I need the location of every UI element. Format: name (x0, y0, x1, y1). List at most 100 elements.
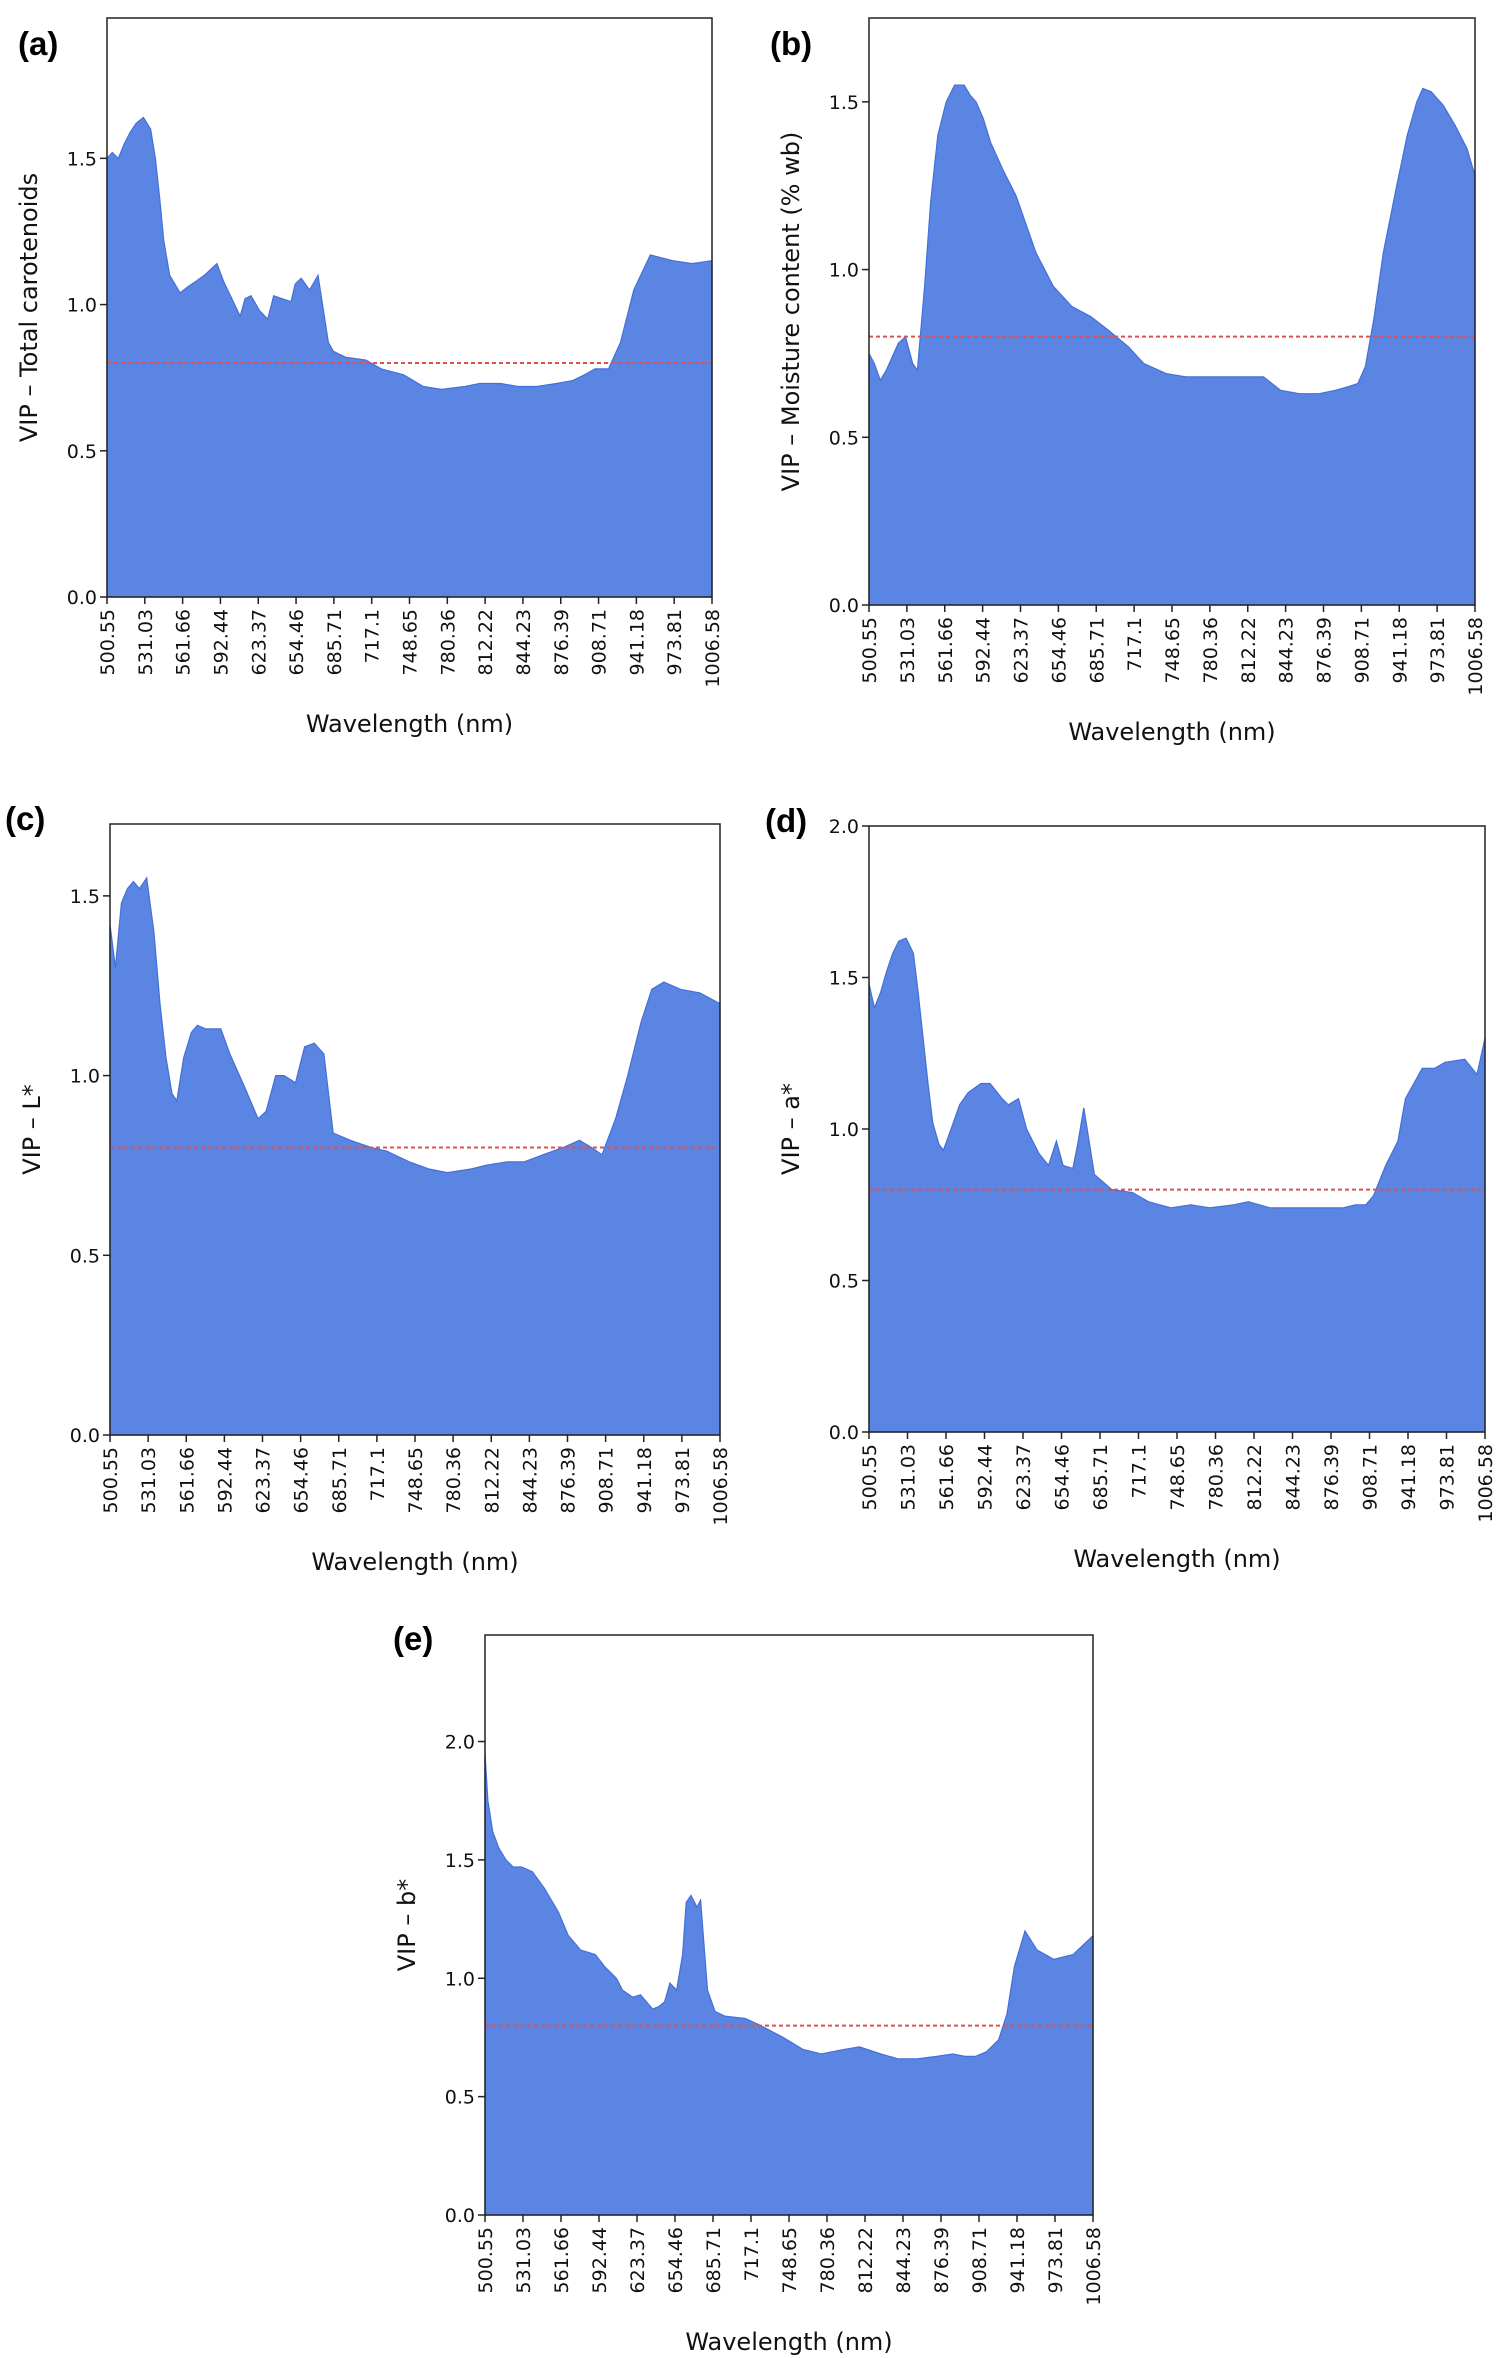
panel-d: 0.0 0.5 1.0 1.5 2.0 500.55 531.03 561.66 592.44 6… (760, 780, 1505, 1573)
x-tick-label-c: 592.44 (214, 1447, 236, 1513)
x-tick-label-d: 780.36 (1206, 1444, 1228, 1510)
y-tick-label-c: 1.0 (70, 1066, 100, 1088)
x-tick-label-e: 592.44 (589, 2227, 611, 2293)
x-tick-label-c: 876.39 (558, 1447, 580, 1513)
y-tick-label-e: 1.0 (445, 1968, 475, 1990)
y-axis-title-d: VIP – a* (777, 1083, 805, 1175)
x-tick-label-d: 654.46 (1052, 1444, 1074, 1510)
x-tick-label-c: 1006.58 (710, 1447, 732, 1526)
x-tick-label-d: 748.65 (1167, 1444, 1189, 1510)
chart-c-group: 0.0 0.5 1.0 1.5 500.55 531.03 561.66 592.44 623.… (5, 800, 732, 1576)
x-tick-label-c: 623.37 (253, 1447, 275, 1513)
x-axis-title-d: Wavelength (nm) (1073, 1545, 1280, 1573)
y-tick-label-e: 0.5 (445, 2087, 475, 2109)
y-tick-label-a: 1.5 (67, 148, 97, 170)
x-tick-label-e: 844.23 (893, 2227, 915, 2293)
y-tick-label-c: 1.5 (70, 886, 100, 908)
x-tick-label-a: 685.71 (324, 609, 346, 675)
x-tick-label-a: 500.55 (97, 609, 119, 675)
x-tick-label-b: 717.1 (1124, 617, 1146, 671)
chart-d: 0.0 0.5 1.0 1.5 2.0 500.55 531.03 561.66 592.44 6… (765, 802, 1497, 1573)
x-tick-label-c: 748.65 (405, 1447, 427, 1513)
x-tick-label-e: 908.71 (969, 2227, 991, 2293)
x-tick-label-c: 685.71 (329, 1447, 351, 1513)
x-tick-label-a: 748.65 (400, 609, 422, 675)
x-tick-label-d: 812.22 (1244, 1444, 1266, 1510)
x-tick-label-d: 941.18 (1398, 1444, 1420, 1510)
x-axis-title-a: Wavelength (nm) (306, 710, 513, 738)
x-tick-label-c: 500.55 (100, 1447, 122, 1513)
x-tick-label-c: 531.03 (138, 1447, 160, 1513)
y-tick-label-d: 0.0 (829, 1422, 859, 1444)
x-tick-label-d: 908.71 (1360, 1444, 1382, 1510)
y-tick-label-a: 1.0 (67, 295, 97, 317)
vip-area-e (484, 1753, 1094, 2216)
x-tick-label-a: 876.39 (551, 609, 573, 675)
x-tick-label-c: 561.66 (176, 1447, 198, 1513)
x-tick-label-d: 844.23 (1283, 1444, 1305, 1510)
y-tick-label-c: 0.5 (70, 1245, 100, 1267)
panel-label-c: (c) (5, 800, 45, 837)
x-tick-label-b: 973.81 (1427, 617, 1449, 683)
x-tick-label-e: 561.66 (551, 2227, 573, 2293)
y-tick-label-c: 0.0 (70, 1425, 100, 1447)
x-axis-title-c: Wavelength (nm) (311, 1548, 518, 1576)
x-tick-label-a: 1006.58 (702, 609, 724, 688)
x-tick-label-e: 1006.58 (1083, 2227, 1105, 2306)
y-tick-label-e: 2.0 (445, 1732, 475, 1754)
panel-label-b: (b) (770, 25, 812, 62)
x-tick-label-b: 500.55 (859, 617, 881, 683)
x-tick-label-a: 654.46 (286, 609, 308, 675)
x-tick-label-d: 685.71 (1090, 1444, 1112, 1510)
x-tick-label-c: 812.22 (481, 1447, 503, 1513)
x-tick-label-b: 876.39 (1314, 617, 1336, 683)
x-tick-label-a: 531.03 (135, 609, 157, 675)
x-axis-title-e: Wavelength (nm) (685, 2328, 892, 2356)
x-axis-title-b: Wavelength (nm) (1068, 718, 1275, 746)
panel-label-d: (d) (765, 802, 807, 839)
y-axis-title-e: VIP – b* (393, 1879, 421, 1971)
x-tick-label-d: 531.03 (898, 1444, 920, 1510)
y-axis-title-a: VIP – Total carotenoids (15, 173, 43, 442)
panel-e: 0.0 0.5 1.0 1.5 2.0 500.55 531.03 561.66 592.44 6… (380, 1600, 1140, 2358)
x-tick-label-a: 973.81 (664, 609, 686, 675)
x-tick-label-b: 780.36 (1200, 617, 1222, 683)
x-tick-label-c: 908.71 (596, 1447, 618, 1513)
x-tick-label-a: 941.18 (626, 609, 648, 675)
x-tick-label-c: 780.36 (443, 1447, 465, 1513)
y-tick-label-e: 1.5 (445, 1850, 475, 1872)
x-tick-label-b: 908.71 (1351, 617, 1373, 683)
x-tick-label-d: 876.39 (1321, 1444, 1343, 1510)
chart-b-group: 0.0 0.5 1.0 1.5 500.55 531.03 561.66 592.44 623.… (770, 17, 1487, 746)
vip-area-a (106, 116, 713, 598)
x-tick-label-b: 685.71 (1086, 617, 1108, 683)
x-tick-label-e: 748.65 (779, 2227, 801, 2293)
x-tick-label-d: 973.81 (1437, 1444, 1459, 1510)
panel-label-a: (a) (18, 25, 58, 62)
y-tick-label-a: 0.5 (67, 441, 97, 463)
x-tick-label-b: 941.18 (1389, 617, 1411, 683)
x-tick-label-a: 623.37 (248, 609, 270, 675)
y-tick-label-d: 1.5 (829, 968, 859, 990)
chart-b: 0.0 0.5 1.0 1.5 500.55 531.03 561.66 592.44 623.… (770, 17, 1487, 746)
x-tick-label-d: 717.1 (1129, 1444, 1151, 1498)
y-tick-label-d: 1.0 (829, 1119, 859, 1141)
x-tick-label-b: 561.66 (935, 617, 957, 683)
x-tick-label-a: 592.44 (210, 609, 232, 675)
panel-b: 0.0 0.5 1.0 1.5 500.55 531.03 561.66 592.44 623.… (760, 0, 1505, 746)
x-tick-label-a: 561.66 (173, 609, 195, 675)
x-tick-label-a: 780.36 (437, 609, 459, 675)
x-tick-label-e: 812.22 (855, 2227, 877, 2293)
x-tick-label-c: 654.46 (291, 1447, 313, 1513)
x-tick-label-a: 908.71 (589, 609, 611, 675)
x-tick-label-a: 844.23 (513, 609, 535, 675)
x-tick-label-e: 500.55 (475, 2227, 497, 2293)
x-tick-label-c: 717.1 (367, 1447, 389, 1501)
chart-d-group: 0.0 0.5 1.0 1.5 2.0 500.55 531.03 561.66 592.44 6… (765, 802, 1497, 1573)
x-tick-label-c: 973.81 (672, 1447, 694, 1513)
x-tick-label-e: 717.1 (741, 2227, 763, 2281)
chart-a: 0.0 0.5 1.0 1.5 500.55 531.03 561.66 592.44 623.… (15, 17, 724, 738)
x-tick-label-c: 844.23 (519, 1447, 541, 1513)
chart-e: 0.0 0.5 1.0 1.5 2.0 500.55 531.03 561.66 592.44 6… (393, 1620, 1105, 2356)
x-tick-label-b: 812.22 (1238, 617, 1260, 683)
